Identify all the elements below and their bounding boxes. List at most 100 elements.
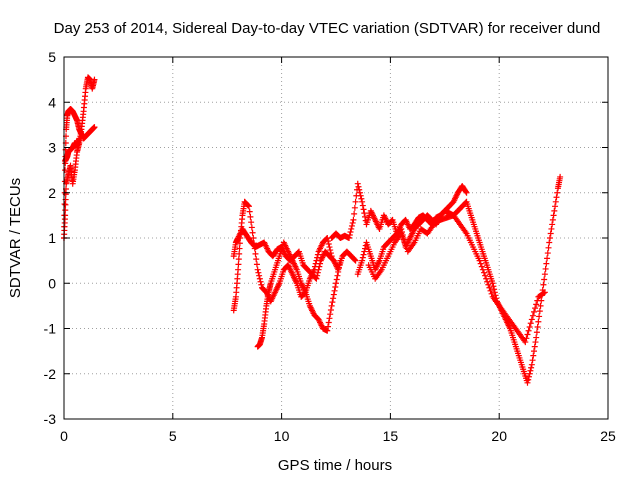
data-point xyxy=(523,335,530,342)
data-point xyxy=(491,286,498,293)
data-point xyxy=(545,244,552,251)
y-tick-label: 1 xyxy=(48,230,56,246)
data-point xyxy=(528,316,535,323)
series-track-i xyxy=(365,212,548,346)
data-point xyxy=(532,339,539,346)
y-tick-label: 4 xyxy=(48,94,56,110)
data-point xyxy=(551,207,558,214)
data-point xyxy=(524,379,531,386)
data-point xyxy=(311,266,318,273)
data-point xyxy=(250,235,257,241)
data-point xyxy=(62,212,69,219)
data-point xyxy=(235,261,242,268)
data-point xyxy=(547,230,554,237)
data-point xyxy=(352,257,359,264)
data-point xyxy=(529,312,536,319)
data-point xyxy=(546,235,553,241)
data-point xyxy=(531,343,538,350)
data-point xyxy=(336,261,343,268)
y-tick-label: 0 xyxy=(48,275,56,291)
data-point xyxy=(480,269,487,276)
data-point xyxy=(236,240,243,247)
chart-title: Day 253 of 2014, Sidereal Day-to-day VTE… xyxy=(54,20,601,37)
data-point xyxy=(476,257,483,264)
y-tick-label: -1 xyxy=(44,321,57,337)
data-point xyxy=(540,290,547,297)
data-point xyxy=(236,250,243,257)
data-point xyxy=(327,311,334,318)
data-point xyxy=(546,239,553,246)
data-point xyxy=(361,248,368,255)
data-point xyxy=(236,245,243,252)
data-point xyxy=(535,318,542,325)
axis-ticks: 0 5 10 15 20 25 -3 -2 -1 0 1 2 3 4 5 xyxy=(44,49,616,444)
data-point xyxy=(314,251,321,258)
data-point xyxy=(313,257,320,264)
data-point xyxy=(251,240,258,247)
data-point xyxy=(534,297,541,304)
data-point xyxy=(61,201,68,208)
data-point xyxy=(548,225,555,232)
data-point xyxy=(360,206,367,213)
data-point xyxy=(526,370,533,377)
x-tick-label: 15 xyxy=(383,428,399,444)
data-point xyxy=(351,210,358,217)
data-point xyxy=(346,235,353,241)
data-point xyxy=(491,289,498,296)
data-point xyxy=(355,183,362,190)
data-point xyxy=(62,207,69,214)
data-point xyxy=(235,266,242,273)
data-point xyxy=(256,272,263,279)
data-point xyxy=(533,334,540,341)
data-point xyxy=(325,319,332,326)
data-point xyxy=(359,257,366,264)
data-point xyxy=(314,272,321,279)
data-point xyxy=(530,352,537,359)
data-point xyxy=(352,198,359,205)
data-point xyxy=(360,251,367,258)
data-point xyxy=(235,256,242,263)
data-point xyxy=(248,224,255,231)
data-point xyxy=(325,323,332,330)
data-point xyxy=(356,186,363,193)
data-point xyxy=(330,295,337,302)
data-point xyxy=(401,239,408,246)
data-point xyxy=(330,291,337,298)
data-point xyxy=(522,339,529,346)
data-point xyxy=(531,308,538,315)
data-point xyxy=(326,315,333,322)
data-point xyxy=(245,202,252,209)
data-point xyxy=(488,290,495,297)
x-tick-label: 5 xyxy=(169,428,177,444)
data-point xyxy=(553,194,560,201)
data-point xyxy=(529,357,536,364)
data-point xyxy=(359,198,366,205)
data-point xyxy=(541,271,548,278)
y-tick-label: -3 xyxy=(44,411,57,427)
data-point xyxy=(462,188,469,195)
y-tick-label: 3 xyxy=(48,140,56,156)
data-point xyxy=(253,261,260,268)
data-point xyxy=(351,204,358,211)
data-point xyxy=(62,201,69,208)
data-point xyxy=(76,135,83,142)
data-point xyxy=(325,238,332,245)
data-point xyxy=(348,222,355,229)
data-point xyxy=(542,265,549,272)
data-point xyxy=(346,231,353,238)
data-point xyxy=(257,278,264,285)
data-point xyxy=(350,216,357,223)
x-tick-label: 0 xyxy=(60,428,68,444)
data-point xyxy=(331,287,338,294)
x-tick-label: 10 xyxy=(274,428,290,444)
data-point xyxy=(486,284,493,291)
data-point xyxy=(541,289,548,296)
data-points xyxy=(61,74,564,386)
data-point xyxy=(314,269,321,276)
data-point xyxy=(326,244,333,251)
x-tick-label: 20 xyxy=(491,428,507,444)
data-point xyxy=(351,256,358,263)
data-point xyxy=(362,213,369,220)
data-point xyxy=(490,283,497,290)
data-point xyxy=(356,189,363,196)
